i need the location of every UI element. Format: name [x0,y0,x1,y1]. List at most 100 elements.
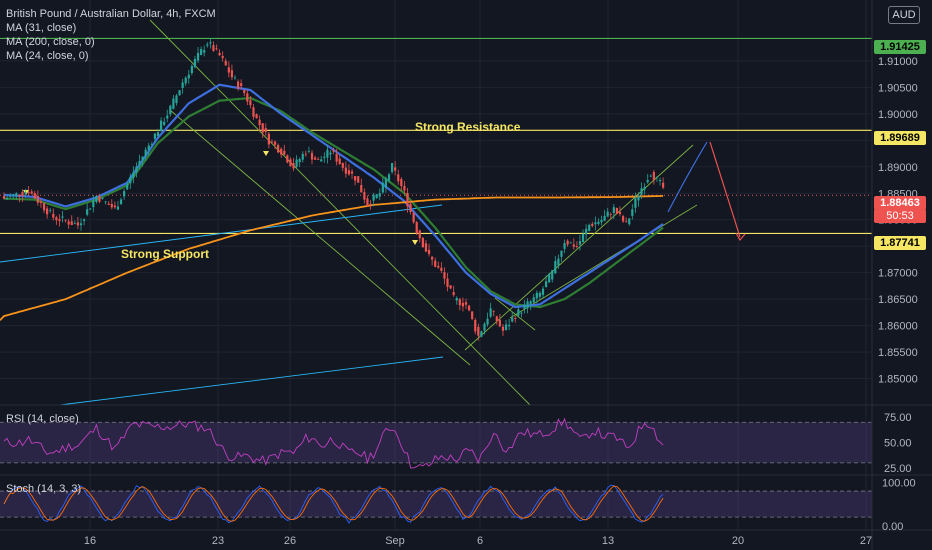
candle-body [375,194,378,199]
ma200-line [0,195,664,321]
candle-body [172,98,175,109]
time-tick-label: 26 [284,535,296,547]
candle-body [295,159,298,167]
candle-body [92,200,95,208]
candle-body [631,209,634,216]
candle-body [511,317,514,322]
trend-line [149,19,531,406]
currency-unit-button[interactable]: AUD [888,6,920,24]
time-tick-label: 20 [732,535,744,547]
candle-body [135,166,138,173]
candle-body [209,42,212,44]
candle-body [123,191,126,197]
candle-body [221,55,224,59]
candle-body [129,176,132,184]
candle-body [474,319,477,332]
candle-body [480,331,483,337]
candle-body [621,216,625,222]
candle-body [258,119,261,126]
candle-body [101,197,104,199]
candle-body [52,213,55,218]
candle-body [581,233,585,243]
time-tick-label: Sep [385,535,405,547]
candle-body [166,115,169,119]
trend-line [494,297,536,331]
ma24-line [3,96,664,309]
candle-body [344,167,347,174]
candle-body [390,162,394,173]
signal-marker [412,240,418,245]
candle-body [403,185,406,191]
candle-body [107,203,110,205]
ma24-legend[interactable]: MA (24, close, 0) [6,50,89,62]
candle-body [255,114,258,119]
candle-body [246,93,249,102]
candle-body [70,221,73,226]
rsi-tick-label: 25.00 [884,463,912,475]
candle-body [415,222,418,234]
candle-body [471,311,474,319]
trend-line [464,144,694,351]
candle-body [394,167,397,171]
candle-body [2,195,6,199]
candle-body [421,237,424,248]
candle-body [126,184,129,190]
candle-body [175,95,178,104]
candle-body [18,194,21,197]
stoch-d-line [3,485,664,522]
candle-body [33,193,36,199]
price-tick-label: 1.89000 [878,162,918,174]
candle-body [144,149,147,157]
candle-body [338,158,341,165]
candle-body [461,302,465,307]
price-axis: 1.910001.905001.900001.895001.890001.885… [871,0,918,550]
candle-body [495,316,498,321]
candle-body [412,212,415,223]
trend-line [169,109,471,366]
candle-body [628,218,631,225]
price-tick-label: 1.86500 [878,294,918,306]
time-tick-label: 13 [602,535,614,547]
candle-body [298,159,301,163]
ma200-legend[interactable]: MA (200, close, 0) [6,36,95,48]
resistance-price-badge: 1.89689 [874,131,926,145]
candle-body [637,195,640,201]
candle-body [215,48,218,50]
candle-body [467,305,471,311]
candle-body [492,310,495,312]
candle-body [317,159,320,160]
candle-body [523,304,526,310]
time-tick-label: 6 [477,535,483,547]
candle-body [270,141,274,143]
candle-body [264,128,267,133]
candle-body [409,203,412,213]
candle-body [600,219,603,223]
ma31-legend[interactable]: MA (31, close) [6,22,77,34]
candle-body [15,193,18,197]
candle-body [227,67,230,73]
candle-body [273,141,277,145]
candle-body [110,203,113,208]
candle-body [360,185,363,193]
rsi-legend[interactable]: RSI (14, close) [6,413,79,425]
top-level-badge: 1.91425 [874,40,926,54]
candle-body [557,258,560,266]
candle-body [449,285,452,289]
candle-body [548,273,551,283]
candle-body [369,203,372,206]
stoch-legend[interactable]: Stoch (14, 3, 3) [6,483,82,495]
candle-body [532,297,535,303]
candle-body [332,150,335,152]
candle-body [406,192,409,207]
candle-body [603,215,606,221]
candle-body [141,156,144,161]
candle-body [58,219,61,222]
stoch-tick-label: 0.00 [882,521,903,533]
candle-body [588,224,591,231]
candle-body [181,82,184,88]
candle-body [21,192,24,196]
chart-grid [0,0,872,530]
trend-line [59,356,444,406]
price-tick-label: 1.91000 [878,56,918,68]
